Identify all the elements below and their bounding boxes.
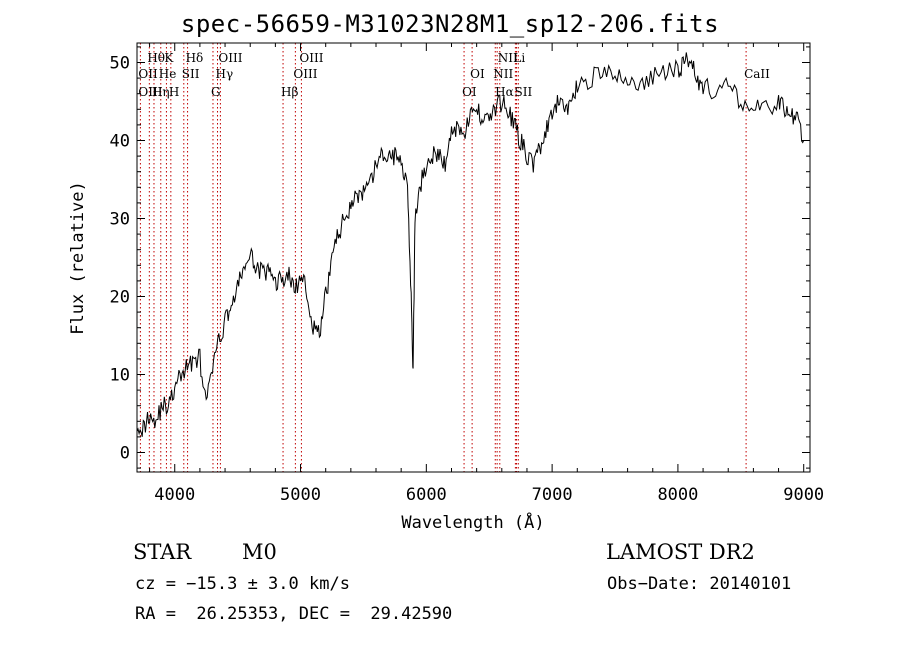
redshift-velocity: cz = −15.3 ± 3.0 km/s <box>135 574 350 594</box>
y-tick-label: 40 <box>110 132 130 152</box>
spectral-line-label: OII <box>138 67 158 81</box>
spectral-line-label: SII <box>515 85 533 99</box>
x-tick-label: 6000 <box>406 485 447 505</box>
chart-title: spec-56659-M31023N28M1_sp12-206.fits <box>180 10 720 38</box>
spectral-line-label: Hθ <box>147 51 165 65</box>
spectral-line-label: OI <box>462 85 477 99</box>
spectral-line-label: Li <box>513 51 525 65</box>
spectral-line-label: Hη <box>152 85 170 99</box>
spectral-line-label: Hδ <box>186 51 204 65</box>
spectral-line-label: He <box>159 67 177 81</box>
spectral-line-label: K <box>164 51 174 65</box>
plot-frame <box>136 42 811 473</box>
spectral-line-markers <box>139 43 747 472</box>
observation-date: Obs−Date: 20140101 <box>607 574 792 594</box>
spectral-line-label: NII <box>498 51 518 65</box>
y-tick-label: 10 <box>110 366 130 386</box>
x-tick-label: 9000 <box>783 485 824 505</box>
x-tick-label: 8000 <box>657 485 698 505</box>
y-tick-label: 0 <box>120 444 130 464</box>
x-tick-label: 5000 <box>280 485 321 505</box>
y-tick-label: 20 <box>110 288 130 308</box>
object-class: STAR <box>133 540 192 564</box>
spectral-line-label: OIII <box>299 51 323 65</box>
object-subclass: M0 <box>242 540 277 564</box>
y-axis-label: Flux (relative) <box>68 181 88 335</box>
spectral-line-label: OIII <box>218 51 242 65</box>
x-tick-label: 7000 <box>532 485 573 505</box>
axis-ticks: 4000 5000 6000 7000 8000 9000 0 10 20 30 40 50 <box>110 43 824 505</box>
spectral-line-label: OI <box>470 67 485 81</box>
spectral-line-label: SII <box>182 67 200 81</box>
spectral-line-label: Hβ <box>281 85 298 99</box>
spectral-line-label: CaII <box>744 67 770 81</box>
sky-coordinates: RA = 26.25353, DEC = 29.42590 <box>135 604 453 624</box>
x-axis-label: Wavelength (Å) <box>401 511 544 533</box>
survey-name: LAMOST DR2 <box>606 540 755 564</box>
y-tick-label: 50 <box>110 54 130 74</box>
spectral-line-label: OIII <box>138 85 162 99</box>
spectral-line-label: G <box>211 85 221 99</box>
spectral-line-label: OIII <box>293 67 317 81</box>
y-tick-label: 30 <box>110 210 130 230</box>
spectral-line-label: H <box>169 85 179 99</box>
spectrum-line <box>136 52 805 437</box>
spectral-line-label: NII <box>493 67 513 81</box>
spectral-line-label: Hγ <box>216 67 234 81</box>
x-tick-label: 4000 <box>154 485 195 505</box>
